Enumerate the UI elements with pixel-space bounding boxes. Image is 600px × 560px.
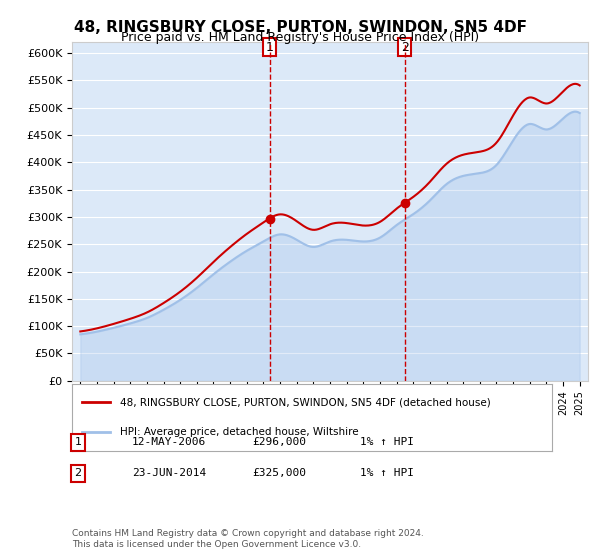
- Text: 12-MAY-2006: 12-MAY-2006: [132, 437, 206, 447]
- Text: Price paid vs. HM Land Registry's House Price Index (HPI): Price paid vs. HM Land Registry's House …: [121, 31, 479, 44]
- Text: 2: 2: [401, 41, 409, 54]
- Text: £325,000: £325,000: [252, 468, 306, 478]
- Text: 1: 1: [74, 437, 82, 447]
- Text: 2: 2: [74, 468, 82, 478]
- Text: 1% ↑ HPI: 1% ↑ HPI: [360, 437, 414, 447]
- Text: 48, RINGSBURY CLOSE, PURTON, SWINDON, SN5 4DF (detached house): 48, RINGSBURY CLOSE, PURTON, SWINDON, SN…: [120, 398, 491, 408]
- Text: 23-JUN-2014: 23-JUN-2014: [132, 468, 206, 478]
- Text: Contains HM Land Registry data © Crown copyright and database right 2024.
This d: Contains HM Land Registry data © Crown c…: [72, 529, 424, 549]
- Text: HPI: Average price, detached house, Wiltshire: HPI: Average price, detached house, Wilt…: [120, 427, 359, 437]
- Text: 1% ↑ HPI: 1% ↑ HPI: [360, 468, 414, 478]
- Text: 1: 1: [266, 41, 274, 54]
- Text: 48, RINGSBURY CLOSE, PURTON, SWINDON, SN5 4DF: 48, RINGSBURY CLOSE, PURTON, SWINDON, SN…: [74, 20, 527, 35]
- Text: £296,000: £296,000: [252, 437, 306, 447]
